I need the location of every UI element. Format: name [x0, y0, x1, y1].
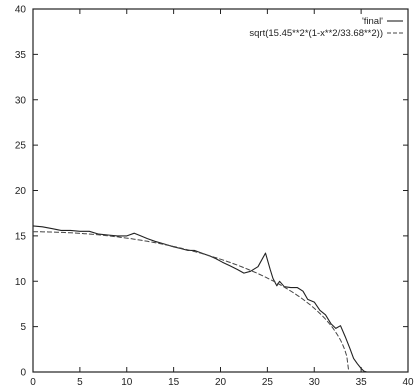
series-final-line	[32, 225, 367, 373]
plot-frame	[32, 8, 409, 373]
legend-label: 'final'	[362, 16, 383, 27]
y-tick-label: 20	[15, 186, 27, 197]
legend-label: sqrt(15.45**2*(1-x**2/33.68**2))	[249, 28, 383, 39]
series-sqrt-curve	[33, 231, 350, 373]
x-tick-label: 15	[168, 377, 180, 388]
x-tick-label: 25	[262, 377, 274, 388]
y-tick-label: 30	[15, 95, 27, 106]
x-tick-label: 35	[356, 377, 368, 388]
plot-area: 0 5 10 15 20 25 30 35 40 0 5 10 15 20 25 30 35 40 'final's…	[15, 5, 414, 389]
y-tick-label: 25	[15, 141, 27, 152]
x-tick-label: 20	[215, 377, 227, 388]
y-tick-label: 35	[15, 50, 27, 61]
y-tick-label: 10	[15, 277, 27, 288]
x-tick-label: 30	[309, 377, 321, 388]
x-tick-label: 5	[77, 377, 83, 388]
x-tick-label: 10	[121, 377, 133, 388]
x-tick-label: 40	[402, 377, 414, 388]
y-tick-label: 5	[20, 322, 26, 333]
y-tick-label: 0	[20, 368, 26, 379]
y-tick-label: 15	[15, 231, 27, 242]
x-tick-label: 0	[30, 377, 36, 388]
y-tick-label: 40	[15, 5, 27, 16]
